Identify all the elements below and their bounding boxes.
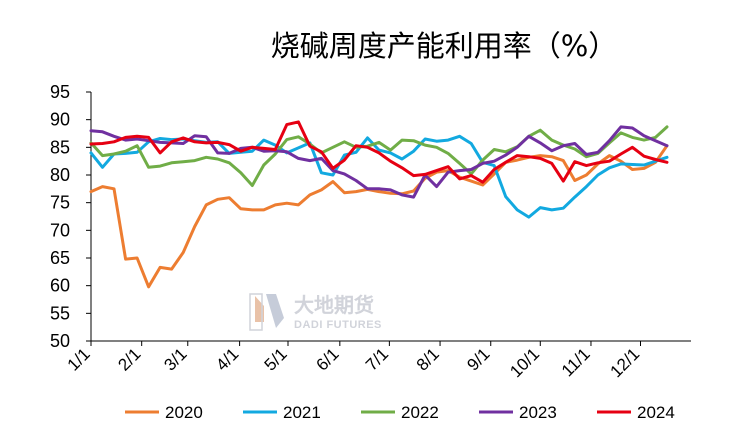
y-tick-label: 60 — [50, 276, 70, 296]
series-line-2023 — [89, 125, 669, 199]
legend: 2020 2021 2022 2023 2024 — [125, 403, 675, 422]
series-line-2020 — [89, 144, 669, 289]
y-tick-label: 75 — [50, 193, 70, 213]
y-tick-label: 55 — [50, 303, 70, 323]
legend-label: 2022 — [401, 403, 439, 422]
legend-item-2022: 2022 — [361, 403, 439, 422]
series-line-2024 — [89, 120, 669, 184]
chart-title: 烧碱周度产能利用率（%） — [271, 29, 618, 63]
watermark-logo-icon — [249, 293, 284, 331]
series-lines — [89, 120, 669, 289]
y-tick-label: 50 — [50, 331, 70, 351]
legend-item-2021: 2021 — [243, 403, 321, 422]
legend-label: 2021 — [283, 403, 321, 422]
legend-label: 2024 — [637, 403, 675, 422]
watermark-text-en: DADI FUTURES — [294, 319, 382, 331]
watermark-logo: 大地期货 DADI FUTURES — [249, 293, 382, 331]
y-tick-label: 70 — [50, 220, 70, 240]
legend-label: 2020 — [165, 403, 203, 422]
legend-item-2024: 2024 — [597, 403, 675, 422]
y-tick-label: 65 — [50, 248, 70, 268]
y-tick-label: 95 — [50, 82, 70, 102]
y-tick-label: 85 — [50, 137, 70, 157]
y-axis: 50 55 60 65 70 75 80 85 90 95 — [50, 82, 92, 351]
legend-item-2023: 2023 — [479, 403, 557, 422]
legend-label: 2023 — [519, 403, 557, 422]
watermark-text-cn: 大地期货 — [294, 293, 374, 317]
series-line-2022 — [89, 125, 669, 187]
y-tick-label: 90 — [50, 110, 70, 130]
legend-item-2020: 2020 — [125, 403, 203, 422]
y-tick-label: 80 — [50, 165, 70, 185]
